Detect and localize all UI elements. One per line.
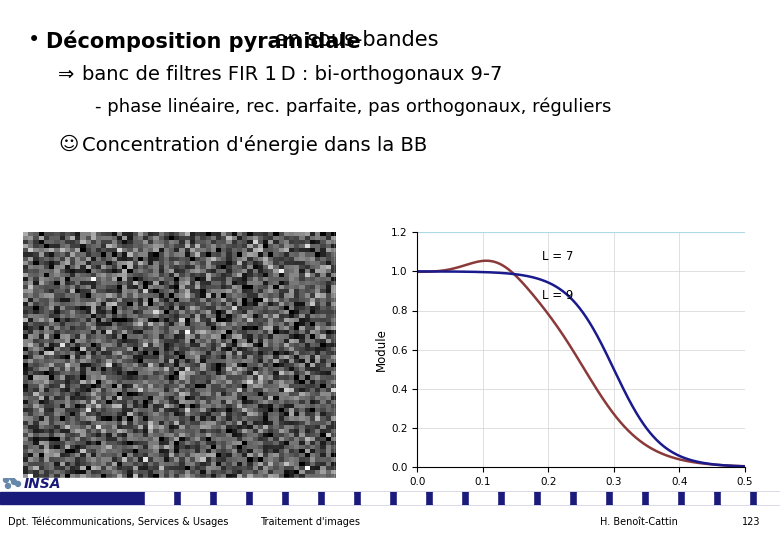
- Text: - phase linéaire, rec. parfaite, pas orthogonaux, réguliers: - phase linéaire, rec. parfaite, pas ort…: [95, 97, 612, 116]
- X-axis label: Fréquence normalisée: Fréquence normalisée: [516, 492, 647, 505]
- Text: •: •: [28, 30, 41, 50]
- Text: Décomposition pyramidale: Décomposition pyramidale: [46, 30, 360, 51]
- Circle shape: [16, 481, 20, 487]
- Bar: [649, 492, 677, 504]
- Text: en sous-bandes: en sous-bandes: [268, 30, 438, 50]
- Text: H. Benoît-Cattin: H. Benoît-Cattin: [600, 517, 678, 527]
- Text: Dpt. Télécommunications, Services & Usages: Dpt. Télécommunications, Services & Usag…: [8, 517, 229, 527]
- Bar: [397, 492, 425, 504]
- Bar: [0, 492, 780, 504]
- Circle shape: [3, 477, 9, 482]
- Text: INSA: INSA: [24, 477, 62, 491]
- Text: ⇒: ⇒: [58, 65, 74, 84]
- Text: 123: 123: [742, 517, 760, 527]
- Bar: [325, 492, 353, 504]
- Bar: [145, 492, 173, 504]
- Circle shape: [12, 480, 16, 484]
- Circle shape: [9, 475, 15, 481]
- Bar: [181, 492, 209, 504]
- Bar: [361, 492, 389, 504]
- Bar: [433, 492, 461, 504]
- Text: L = 7: L = 7: [542, 249, 573, 262]
- Bar: [253, 492, 281, 504]
- Bar: [505, 492, 533, 504]
- Bar: [685, 492, 713, 504]
- Bar: [217, 492, 245, 504]
- Bar: [757, 492, 780, 504]
- Text: Traitement d'images: Traitement d'images: [260, 517, 360, 527]
- Bar: [577, 492, 605, 504]
- Bar: [469, 492, 497, 504]
- Bar: [721, 492, 749, 504]
- Text: L = 9: L = 9: [542, 289, 573, 302]
- Text: banc de filtres FIR 1 D : bi-orthogonaux 9-7: banc de filtres FIR 1 D : bi-orthogonaux…: [82, 65, 502, 84]
- Y-axis label: Module: Module: [375, 328, 388, 371]
- Circle shape: [5, 483, 10, 488]
- Text: ☺: ☺: [58, 135, 78, 154]
- Text: Concentration d'énergie dans la BB: Concentration d'énergie dans la BB: [82, 135, 427, 155]
- Bar: [541, 492, 569, 504]
- Bar: [613, 492, 641, 504]
- Bar: [289, 492, 317, 504]
